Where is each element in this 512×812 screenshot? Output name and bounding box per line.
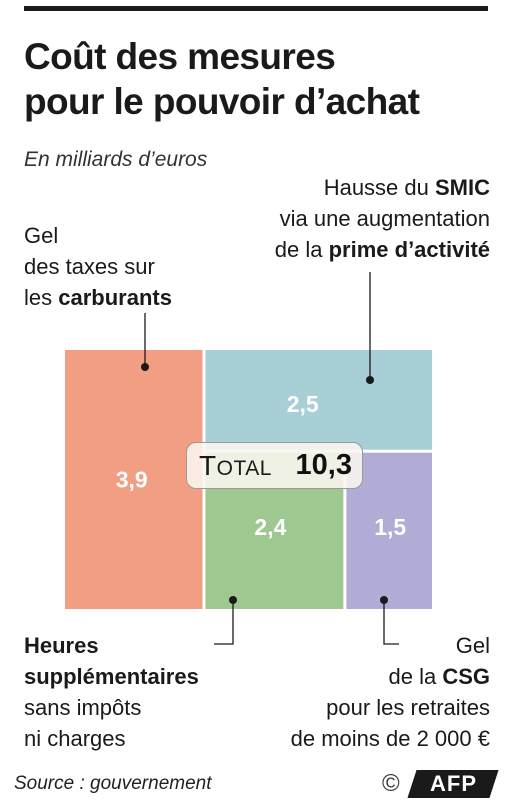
label-carb-bold-3: carburants (58, 285, 172, 310)
treemap-tile-smic (205, 350, 432, 450)
copyright-symbol: © (382, 770, 400, 797)
label-smic-text-1: Hausse du (323, 175, 435, 200)
value-label-smic: 2,5 (287, 391, 319, 417)
top-rule (24, 6, 488, 11)
label-smic-bold-3: prime d’activité (328, 237, 490, 262)
label-smic-bold-1: SMIC (435, 175, 490, 200)
afp-logo-text: AFP (429, 771, 477, 796)
label-heures-bold-2: supplémentaires (24, 664, 199, 689)
leader-line-heures (214, 600, 234, 645)
label-heures-text-4: ni charges (24, 726, 126, 751)
title-line-2: pour le pouvoir d’achat (24, 81, 420, 122)
total-value: 10,3 (295, 449, 352, 481)
title-line-1: Coût des mesures (24, 36, 336, 77)
label-heures-text-3: sans impôts (24, 695, 142, 720)
label-heures-bold-1: Heures (24, 633, 99, 658)
total-label-initial: T (199, 449, 217, 481)
chart-subtitle: En milliards d’euros (24, 148, 208, 171)
total-badge: TOTAL 10,3 (186, 442, 363, 489)
treemap-tile-carburants (65, 350, 203, 609)
value-label-carburants: 3,9 (116, 467, 148, 493)
label-carb-text-1: Gel (24, 223, 59, 248)
label-carb-text-3: les (24, 285, 59, 310)
label-carburants: Gel des taxes sur les carburants (24, 220, 172, 313)
leader-dot-csg (380, 596, 388, 604)
label-csg-text-4: de moins de 2 000 € (290, 726, 490, 751)
label-csg: Gel de la CSG pour les retraites de moin… (291, 630, 490, 754)
label-csg-text-3: pour les retraites (326, 695, 490, 720)
total-label-rest: OTAL (216, 456, 272, 480)
source-note: Source : gouvernement (14, 773, 212, 794)
chart-title: Coût des mesures pour le pouvoir d’achat (24, 34, 494, 124)
label-heures-supplementaires: Heures supplémentaires sans impôts ni ch… (24, 630, 199, 754)
label-csg-bold-2: CSG (442, 664, 490, 689)
value-label-csg: 1,5 (374, 514, 406, 540)
leader-dot-carburants (141, 363, 149, 371)
label-smic-text-2: via une augmentation (279, 206, 490, 231)
leader-dot-heures (229, 596, 237, 604)
leader-line-csg (383, 600, 399, 645)
label-smic: Hausse du SMIC via une augmentation de l… (275, 172, 490, 265)
label-smic-text-3: de la (274, 237, 329, 262)
leader-dot-smic (366, 376, 374, 384)
label-carb-text-2: des taxes sur (24, 254, 155, 279)
afp-logo: AFP (407, 770, 499, 798)
value-label-heures: 2,4 (254, 514, 286, 540)
total-label: TOTAL (199, 450, 272, 482)
label-csg-text-1: Gel (455, 633, 490, 658)
label-csg-text-2: de la (388, 664, 443, 689)
